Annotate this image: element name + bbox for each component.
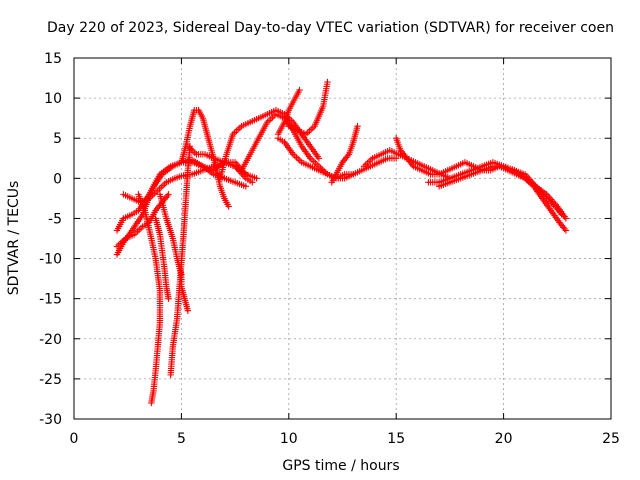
series-arc-5 <box>135 191 164 407</box>
data-point <box>296 86 303 94</box>
y-tick-label: -20 <box>39 332 62 348</box>
x-axis-label: GPS time / hours <box>282 458 399 474</box>
y-tick-label: -5 <box>48 211 62 227</box>
data-point <box>184 307 192 314</box>
series-arc-8 <box>167 143 194 379</box>
y-tick-label: 10 <box>44 91 62 107</box>
y-tick-label: -10 <box>39 252 62 268</box>
x-tick-label: 5 <box>177 431 186 447</box>
data-point <box>165 295 172 302</box>
y-tick-label: -15 <box>39 292 62 308</box>
series-arc-15 <box>285 78 331 138</box>
x-tick-label: 15 <box>387 431 405 447</box>
y-tick-label: 5 <box>53 131 62 147</box>
x-tick-label: 20 <box>495 431 513 447</box>
series-arc-9 <box>178 106 232 210</box>
data-point <box>225 203 232 210</box>
chart-title: Day 220 of 2023, Sidereal Day-to-day VTE… <box>47 20 614 36</box>
data-point <box>324 78 331 86</box>
data-series <box>113 78 570 407</box>
series-arc-20 <box>435 163 570 222</box>
y-tick-label: 15 <box>44 51 62 67</box>
data-point <box>253 175 260 182</box>
data-point <box>148 399 155 407</box>
data-point <box>165 191 172 198</box>
series-arc-14 <box>274 86 303 138</box>
data-point <box>315 155 323 162</box>
data-point <box>249 179 256 186</box>
data-point <box>562 215 570 222</box>
data-point <box>354 122 361 130</box>
data-point <box>562 227 570 234</box>
axis-ticks: 0 5 10 15 20 25 -30 -25 -20 -15 -10 -5 0 5 10 15 <box>39 51 620 447</box>
x-tick-label: 10 <box>280 431 298 447</box>
y-axis-label: SDTVAR / TECUs <box>6 181 22 296</box>
series-arc-6 <box>152 215 172 302</box>
y-tick-label: 0 <box>53 171 62 187</box>
series-arc-13 <box>274 135 400 182</box>
y-tick-label: -30 <box>39 412 62 428</box>
x-tick-label: 25 <box>602 431 620 447</box>
x-tick-label: 0 <box>70 431 79 447</box>
data-point <box>242 183 250 190</box>
plot-frame <box>73 57 612 420</box>
y-tick-label: -25 <box>39 372 62 388</box>
series-arc-16 <box>328 122 361 186</box>
